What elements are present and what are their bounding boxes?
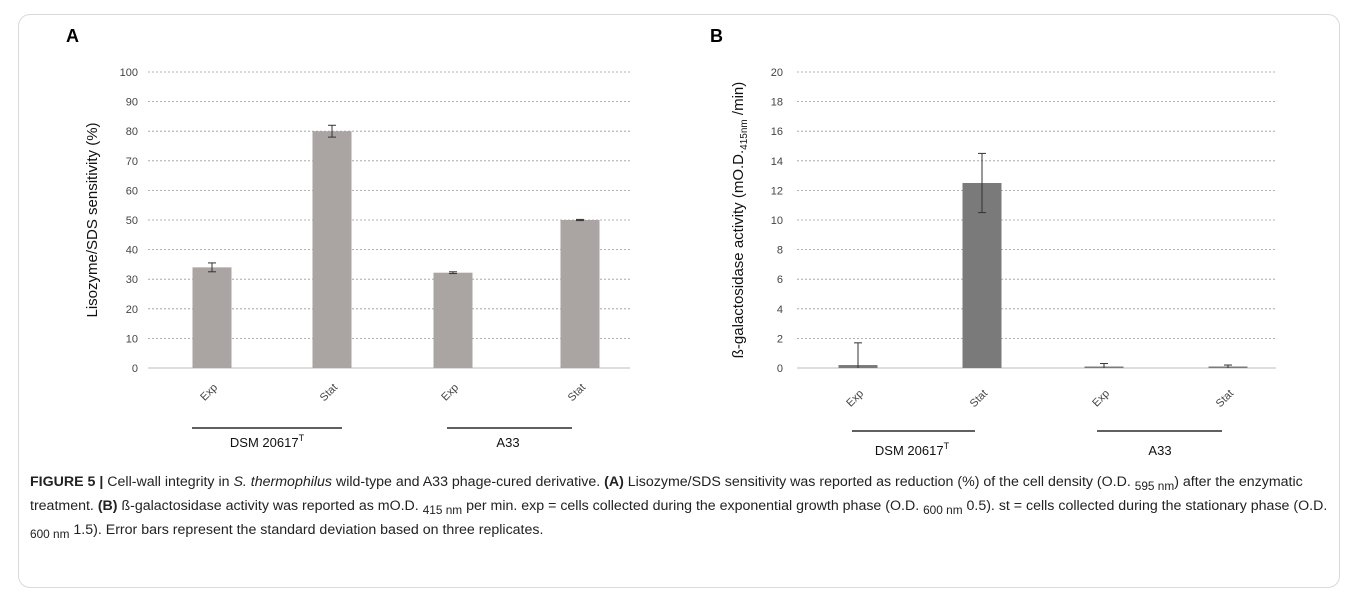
- caption-text-2: wild-type and A33 phage-cured derivative…: [332, 474, 605, 490]
- y-tick-label-a-4: 40: [126, 245, 138, 257]
- group-label-a-a33: A33: [496, 435, 519, 450]
- x-tick-label-b-1: Stat: [968, 388, 990, 410]
- y-tick-label-b-0: 0: [777, 363, 783, 375]
- y-tick-label-a-8: 80: [126, 126, 138, 138]
- y-tick-label-a-9: 90: [126, 97, 138, 109]
- y-tick-label-a-10: 100: [120, 67, 138, 79]
- y-tick-label-b-5: 10: [771, 215, 783, 227]
- y-axis-label-a: Lisozyme/SDS sensitivity (%): [84, 122, 101, 317]
- x-tick-label-a-0: Exp: [198, 382, 220, 404]
- group-label-b-dsm-sup: T: [944, 441, 950, 451]
- caption-text-6: per min. exp = cells collected during th…: [462, 497, 924, 514]
- caption-text-1: Cell-wall integrity in: [103, 474, 234, 490]
- x-tick-label-b-2: Exp: [1090, 388, 1112, 410]
- bar-b-1: [962, 183, 1002, 368]
- caption-text-5: ß-galactosidase activity was reported as…: [117, 497, 423, 514]
- caption-sub-1: 595 nm: [1134, 478, 1175, 493]
- x-tick-label-b-3: Stat: [1214, 388, 1236, 410]
- figure-charts: A Lisozyme/SDS sensitivity (%) DSM 20617…: [66, 26, 1276, 458]
- caption-text-8: 1.5). Error bars represent the standard …: [69, 521, 544, 538]
- group-label-a-dsm-text: DSM 20617: [230, 435, 299, 450]
- y-tick-label-b-6: 12: [771, 185, 783, 197]
- y-tick-label-b-9: 18: [771, 97, 783, 109]
- bar-a-0: [192, 267, 232, 368]
- y-tick-label-a-0: 0: [132, 363, 138, 375]
- caption-text-7: 0.5). st = cells collected during the st…: [962, 497, 1328, 514]
- caption-panel-a: (A): [604, 474, 624, 490]
- y-tick-label-b-10: 20: [771, 67, 783, 79]
- x-tick-label-a-1: Stat: [318, 382, 340, 404]
- bar-a-1: [312, 131, 352, 368]
- caption-text-3: Lisozyme/SDS sensitivity was reported as…: [623, 474, 1135, 490]
- y-tick-label-a-3: 30: [126, 274, 138, 286]
- y-tick-label-a-1: 10: [126, 333, 138, 345]
- y-axis-label-b: ß-galactosidase activity (mO.D.415nm /mi…: [730, 82, 750, 358]
- figure-caption: FIGURE 5 | Cell-wall integrity in S. the…: [30, 472, 1332, 543]
- y-tick-label-b-2: 4: [777, 304, 783, 316]
- panel-label-a: A: [66, 26, 79, 46]
- x-tick-label-a-3: Stat: [566, 382, 588, 404]
- y-axis-label-b-main: ß-galactosidase activity (mO.D.: [730, 150, 747, 358]
- y-tick-label-b-4: 8: [777, 245, 783, 257]
- bar-a-2: [433, 272, 473, 368]
- group-label-b-dsm-text: DSM 20617: [875, 443, 944, 458]
- caption-panel-b: (B): [97, 497, 118, 514]
- y-tick-label-a-5: 50: [126, 215, 138, 227]
- bar-a-3: [560, 220, 600, 368]
- caption-sub-4: 600 nm: [30, 526, 70, 541]
- caption-sub-2: 415 nm: [422, 502, 463, 517]
- y-tick-label-b-3: 6: [777, 274, 783, 286]
- group-label-a-dsm: DSM 20617T: [230, 433, 305, 450]
- y-tick-label-b-1: 2: [777, 333, 783, 345]
- y-tick-label-a-7: 70: [126, 156, 138, 168]
- y-tick-label-a-2: 20: [126, 304, 138, 316]
- group-label-b-a33: A33: [1148, 443, 1171, 458]
- x-tick-label-b-0: Exp: [844, 388, 866, 410]
- group-label-a-dsm-sup: T: [299, 433, 305, 443]
- y-tick-label-a-6: 60: [126, 185, 138, 197]
- y-tick-label-b-8: 16: [771, 126, 783, 138]
- y-axis-label-b-sub: 415nm: [739, 119, 750, 150]
- y-axis-label-b-end: /min): [730, 82, 747, 120]
- panel-label-b: B: [710, 26, 723, 46]
- caption-species: S. thermophilus: [233, 474, 333, 490]
- group-label-b-dsm: DSM 20617T: [875, 441, 950, 458]
- caption-sub-3: 600 nm: [923, 502, 963, 517]
- x-tick-label-a-2: Exp: [439, 382, 461, 404]
- y-tick-label-b-7: 14: [771, 156, 783, 168]
- caption-text-4: ) after the enzymatic treatment.: [30, 474, 1303, 514]
- figure-frame: [18, 14, 1340, 588]
- caption-figure-label: FIGURE 5 |: [30, 474, 104, 490]
